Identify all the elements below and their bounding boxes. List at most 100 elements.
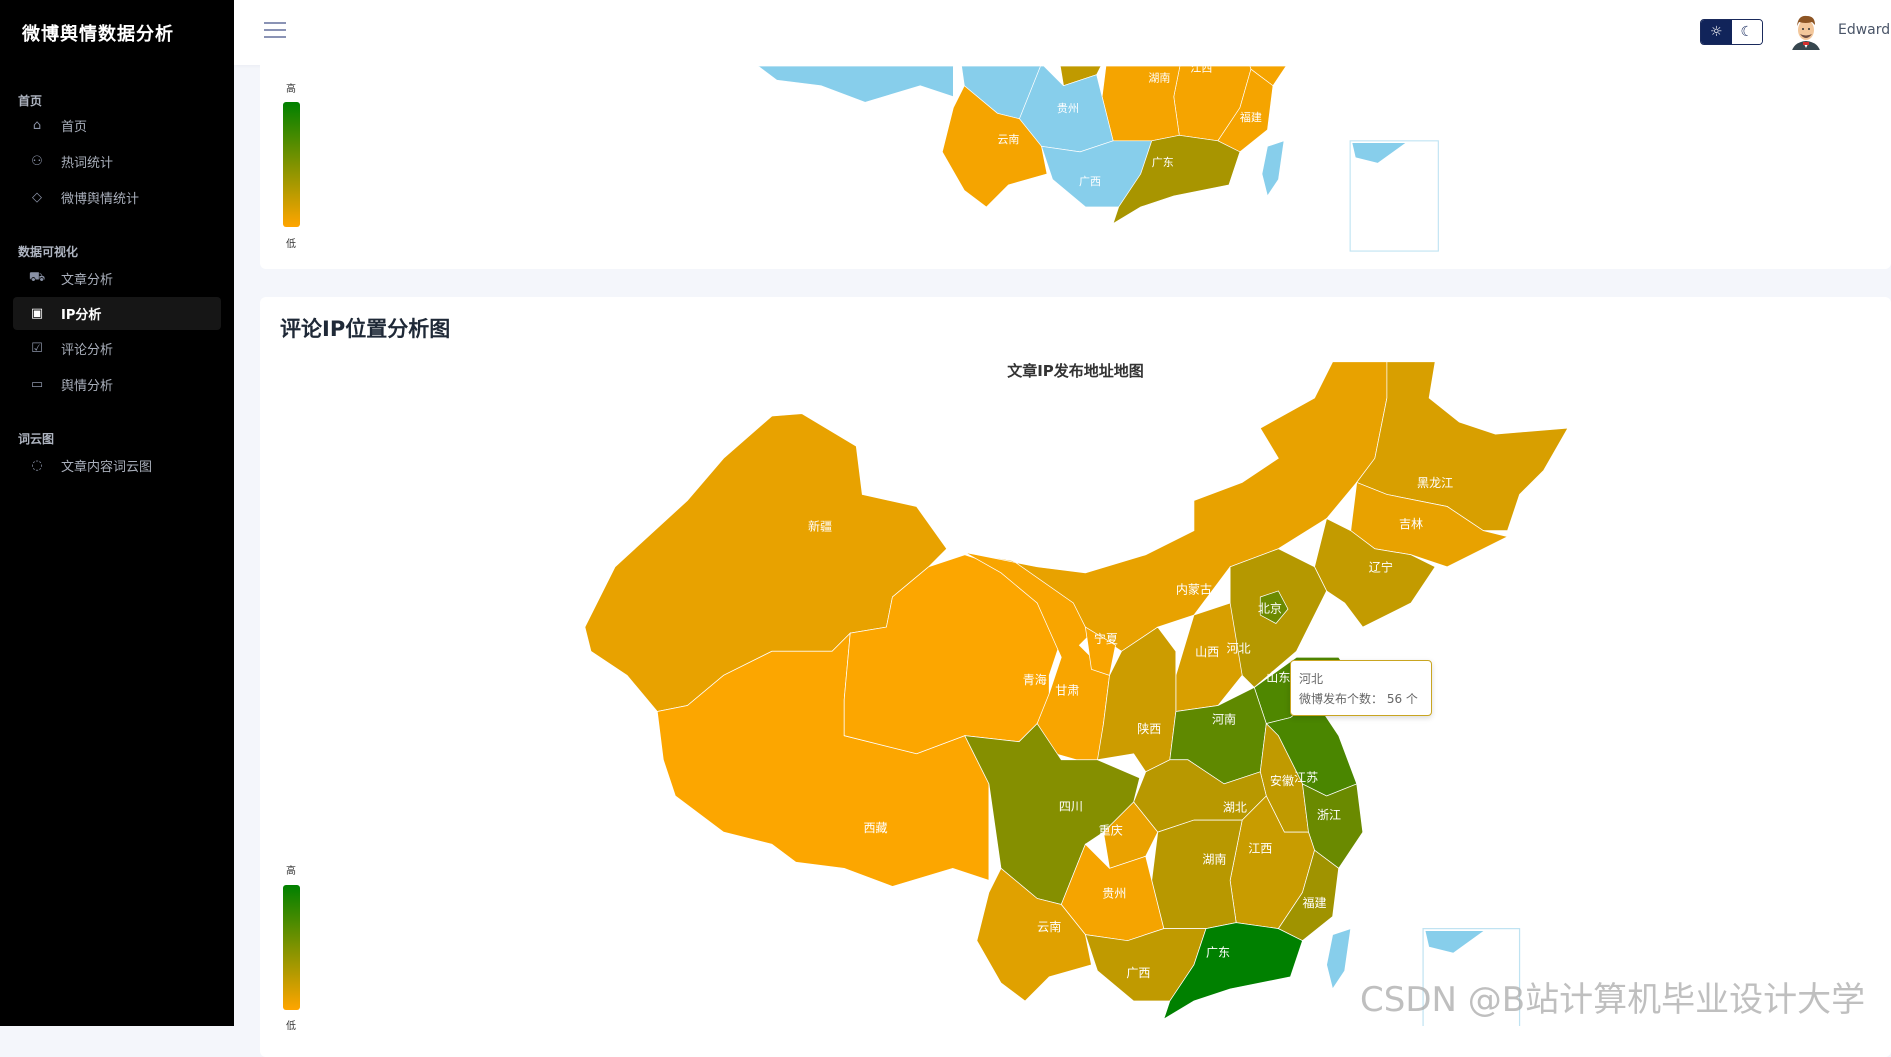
province-label: 广西 bbox=[1079, 175, 1101, 188]
user-name[interactable]: Edward bbox=[1838, 22, 1891, 38]
province-region[interactable] bbox=[1151, 819, 1243, 929]
province-label: 宁夏 bbox=[1094, 631, 1118, 646]
province-label: 辽宁 bbox=[1369, 560, 1393, 575]
chart-title: 文章IP发布地址地图 bbox=[1007, 362, 1144, 380]
province-label: 内蒙古 bbox=[1176, 581, 1212, 596]
province-label: 湖南 bbox=[1202, 851, 1226, 866]
province-region[interactable] bbox=[1163, 922, 1303, 1020]
sidebar-section-label: 词云图 bbox=[18, 432, 55, 446]
legend-low-label: 低 bbox=[286, 239, 296, 250]
avatar[interactable] bbox=[1789, 12, 1823, 54]
sidebar-item-label: 微博舆情统计 bbox=[61, 192, 140, 207]
province-label: 江苏 bbox=[1232, 0, 1254, 9]
app-title: 微博舆情数据分析 bbox=[22, 24, 174, 45]
sidebar-item[interactable]: ⛟ 文章分析 bbox=[13, 262, 221, 295]
sidebar-item-label: 评论分析 bbox=[61, 343, 114, 358]
province-label: 浙江 bbox=[1317, 808, 1341, 822]
province-region[interactable] bbox=[1326, 928, 1352, 990]
province-label: 重庆 bbox=[1054, 44, 1076, 58]
tag-icon: ◇ bbox=[32, 190, 42, 205]
province-label: 贵州 bbox=[1057, 102, 1079, 115]
province-label: 西藏 bbox=[839, 43, 861, 56]
province-label: 云南 bbox=[997, 133, 1019, 146]
sidebar-item[interactable]: ◌ 文章内容词云图 bbox=[13, 449, 221, 482]
watermark: CSDN @B站计算机毕业设计大学 bbox=[1360, 980, 1866, 1020]
province-region[interactable] bbox=[1112, 134, 1241, 225]
province-label: 甘肃 bbox=[1055, 684, 1079, 698]
province-region[interactable] bbox=[1201, 0, 1245, 53]
province-label: 陕西 bbox=[1137, 721, 1161, 736]
province-label: 广东 bbox=[1152, 156, 1174, 169]
tooltip-province: 河北 bbox=[1299, 672, 1324, 686]
sidebar-section-label: 首页 bbox=[18, 94, 43, 108]
province-label: 云南 bbox=[1037, 919, 1061, 934]
province-region[interactable] bbox=[941, 85, 1048, 208]
province-label: 河北 bbox=[1227, 641, 1251, 655]
tooltip-value: 微博发布个数： 56 个 bbox=[1299, 692, 1418, 706]
province-region[interactable] bbox=[1261, 140, 1285, 197]
sidebar-item-label: 舆情分析 bbox=[61, 379, 114, 394]
province-region[interactable] bbox=[1103, 801, 1159, 869]
province-label: 新疆 bbox=[808, 519, 832, 534]
province-region[interactable] bbox=[843, 554, 1062, 755]
legend-high-label: 高 bbox=[286, 866, 296, 877]
province-region[interactable] bbox=[1207, 0, 1290, 20]
province-region[interactable] bbox=[1058, 25, 1108, 87]
province-region[interactable] bbox=[1259, 590, 1289, 624]
sidebar: 微博舆情数据分析 首页 ⌂ 首页 ⚇ 热词统计 ◇ 微博舆情统计 数据可视化 ⛟ 文章分析 ▣ IP分… bbox=[0, 0, 234, 1026]
visual-map-legend[interactable] bbox=[283, 885, 300, 1010]
province-label: 重庆 bbox=[1099, 824, 1123, 838]
cart-icon: ⛟ bbox=[28, 270, 46, 285]
sidebar-item[interactable]: ⌂ 首页 bbox=[13, 109, 221, 142]
calendar-icon: ▭ bbox=[30, 377, 44, 392]
sun-icon[interactable]: ☼ bbox=[1701, 20, 1732, 44]
province-region[interactable] bbox=[1084, 626, 1116, 676]
province-region[interactable] bbox=[650, 0, 954, 103]
sidebar-item-label: 文章内容词云图 bbox=[61, 460, 153, 475]
south-china-sea-inset bbox=[1349, 140, 1439, 252]
legend-high-label: 高 bbox=[286, 84, 296, 95]
sidebar-item-label: IP分析 bbox=[61, 308, 102, 323]
province-region[interactable] bbox=[1086, 0, 1207, 53]
province-label: 广西 bbox=[1126, 966, 1150, 980]
theme-toggle[interactable]: ☼ ☾ bbox=[1700, 19, 1763, 45]
chat-icon: ◌ bbox=[31, 458, 43, 473]
province-label: 贵州 bbox=[1102, 886, 1126, 900]
province-region[interactable] bbox=[976, 867, 1092, 1002]
province-label: 黑龙江 bbox=[1417, 476, 1453, 490]
province-label: 江西 bbox=[1248, 842, 1272, 856]
south-china-sea-inset bbox=[1422, 928, 1521, 1026]
province-label: 山东 bbox=[1266, 670, 1290, 684]
visual-map-legend[interactable] bbox=[283, 102, 300, 227]
sidebar-item-label: 热词统计 bbox=[61, 156, 114, 171]
province-region[interactable] bbox=[1356, 361, 1569, 532]
province-region[interactable] bbox=[1119, 0, 1207, 9]
province-label: 西藏 bbox=[863, 821, 887, 835]
moon-icon[interactable]: ☾ bbox=[1731, 20, 1762, 44]
sidebar-item[interactable]: ☑ 评论分析 bbox=[13, 332, 221, 365]
users-icon: ⚇ bbox=[31, 154, 43, 169]
inset-island bbox=[1425, 931, 1484, 953]
province-label: 湖北 bbox=[1167, 24, 1189, 37]
clipboard-check-icon: ☑ bbox=[31, 341, 43, 356]
sidebar-item[interactable]: ◇ 微博舆情统计 bbox=[13, 181, 221, 214]
province-label: 浙江 bbox=[1253, 31, 1275, 44]
province-label: 安徽 bbox=[1270, 773, 1294, 788]
inset-island bbox=[1352, 143, 1406, 163]
sidebar-item[interactable]: ▭ 舆情分析 bbox=[13, 368, 221, 401]
province-label: 江西 bbox=[1190, 61, 1212, 74]
province-label: 江苏 bbox=[1294, 770, 1318, 784]
province-label: 湖北 bbox=[1223, 800, 1247, 815]
province-label: 安徽 bbox=[1210, 0, 1232, 13]
china-maps: 新疆西藏青海甘肃内蒙古黑龙江吉林辽宁河北北京山西山东陕西宁夏河南江苏安徽湖北四川… bbox=[584, 0, 1569, 1026]
sidebar-item[interactable]: ⚇ 热词统计 bbox=[13, 145, 221, 178]
province-label: 吉林 bbox=[1399, 517, 1423, 531]
sidebar-item-label: 文章分析 bbox=[61, 273, 114, 288]
province-region[interactable] bbox=[1240, 9, 1295, 87]
map-tooltip: 河北 微博发布个数： 56 个 bbox=[1290, 660, 1432, 716]
province-region[interactable] bbox=[1101, 42, 1185, 142]
province-label: 福建 bbox=[1302, 895, 1326, 910]
province-label: 四川 bbox=[1059, 799, 1083, 813]
menu-toggle-button[interactable] bbox=[264, 22, 286, 40]
sidebar-item[interactable]: ▣ IP分析 bbox=[13, 297, 221, 330]
